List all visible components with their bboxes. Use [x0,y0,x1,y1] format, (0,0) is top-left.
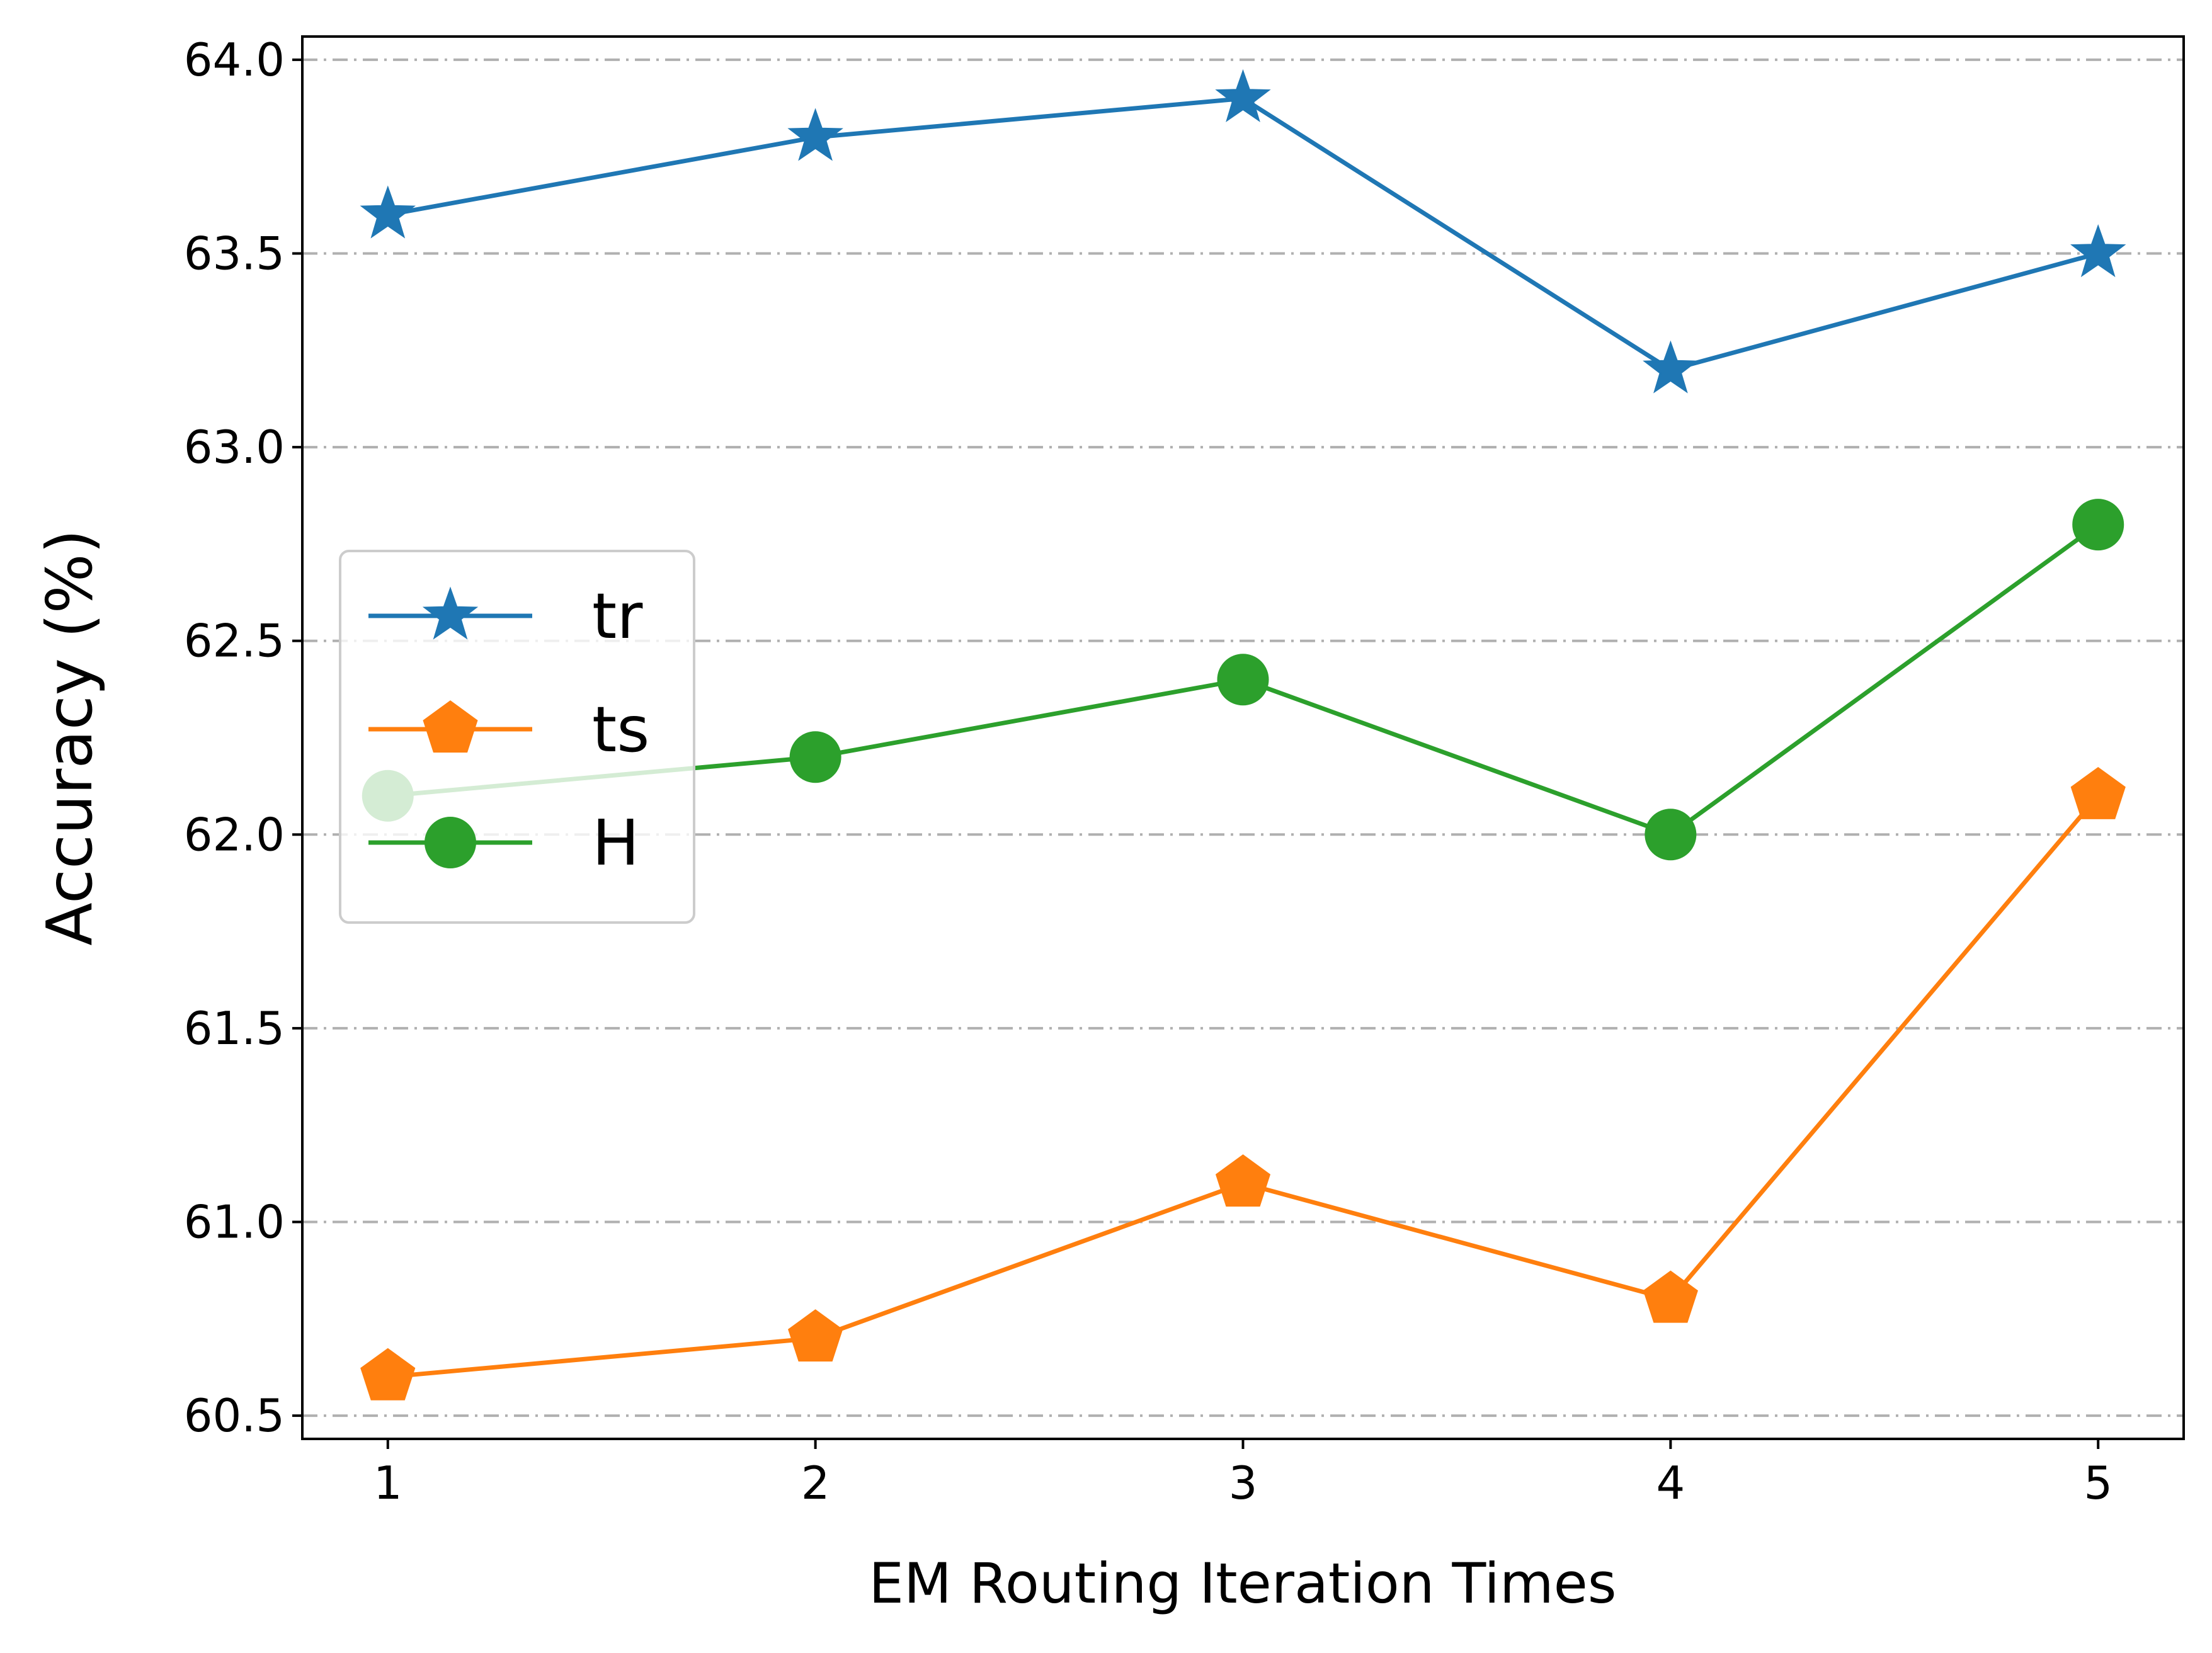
x-tick-label: 4 [1656,1457,1685,1509]
data-point-tr [1215,69,1271,123]
data-point-H [789,731,841,783]
y-tick-label: 62.5 [184,615,285,667]
legend-marker-tr [422,586,479,640]
data-point-tr [2070,224,2126,278]
legend-marker-ts [423,700,478,753]
y-tick-label: 61.5 [184,1002,285,1055]
data-point-H [1645,809,1697,861]
data-point-ts [2070,766,2126,819]
x-axis: 1 2 3 4 5 [373,1439,2112,1509]
x-tick-label: 1 [373,1457,402,1509]
y-tick-label: 61.0 [184,1195,285,1248]
data-point-H [2072,499,2124,551]
data-point-tr [360,185,416,239]
x-axis-label: EM Routing Iteration Times [869,1551,1616,1616]
x-tick-label: 2 [801,1457,830,1509]
x-tick-label: 3 [1229,1457,1258,1509]
y-axis: 60.5 61.0 61.5 62.0 62.5 63.0 63.5 64.0 [184,33,302,1442]
legend-marker-H [425,817,476,868]
y-tick-label: 64.0 [184,33,285,86]
x-tick-label: 5 [2084,1457,2112,1509]
data-point-ts [788,1309,843,1362]
legend-label-H: H [592,806,639,880]
y-axis-label: Accuracy (%) [33,529,106,945]
data-point-ts [1643,1270,1698,1323]
data-point-ts [360,1348,416,1400]
y-tick-label: 63.5 [184,227,285,280]
data-point-tr [1643,340,1699,394]
y-tick-label: 63.0 [184,421,285,474]
data-point-H [1217,654,1269,706]
legend: tr ts H [339,550,695,924]
data-point-tr [787,108,843,161]
legend-label-tr: tr [592,579,643,653]
data-point-ts [1215,1154,1271,1207]
y-tick-label: 62.0 [184,808,285,861]
legend-label-ts: ts [592,693,649,766]
y-tick-label: 60.5 [184,1389,285,1442]
